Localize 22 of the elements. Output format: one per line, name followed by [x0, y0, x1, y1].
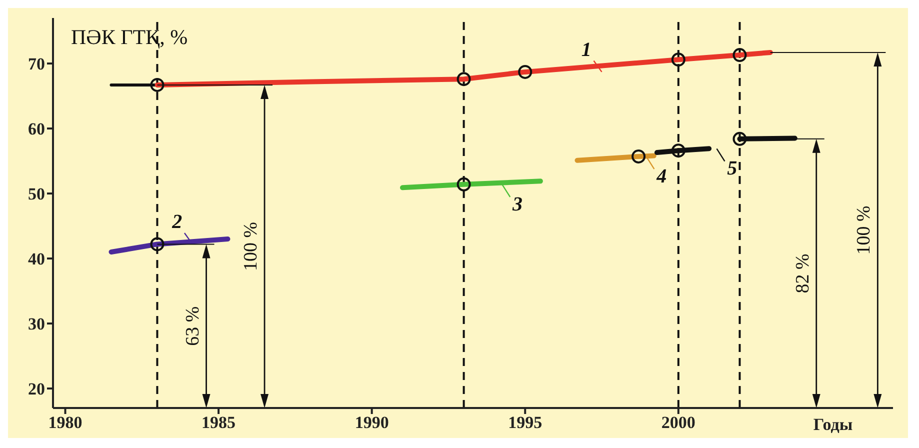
- legend-label: 5: [727, 158, 738, 180]
- y-tick-label: 40: [28, 250, 45, 269]
- legend-label: 3: [512, 193, 523, 216]
- x-tick-label: 1980: [48, 413, 82, 432]
- series-label: 1: [581, 38, 592, 61]
- y-tick-label: 70: [28, 54, 45, 74]
- annotation: 100 %: [240, 222, 262, 272]
- legend-label: 4: [656, 165, 667, 188]
- x-tick-label: 1990: [354, 413, 389, 432]
- annotation: 82 %: [792, 253, 814, 294]
- x-tick-label: 1985: [202, 413, 236, 432]
- x-tick-label: 2000: [661, 413, 696, 432]
- series-label: 2: [171, 211, 182, 234]
- y-tick-label: 20: [28, 380, 45, 399]
- y-tick-label: 30: [28, 314, 45, 334]
- x-tick-label: 1995: [508, 413, 542, 432]
- annotation: 63 %: [182, 306, 204, 346]
- x-axis-title: Годы: [813, 415, 853, 434]
- y-axis-title: ПӘК ГТҚ, %: [71, 25, 188, 49]
- y-tick-label: 50: [28, 184, 45, 204]
- annotation: 100 %: [854, 206, 875, 255]
- y-tick-label: 60: [28, 120, 45, 139]
